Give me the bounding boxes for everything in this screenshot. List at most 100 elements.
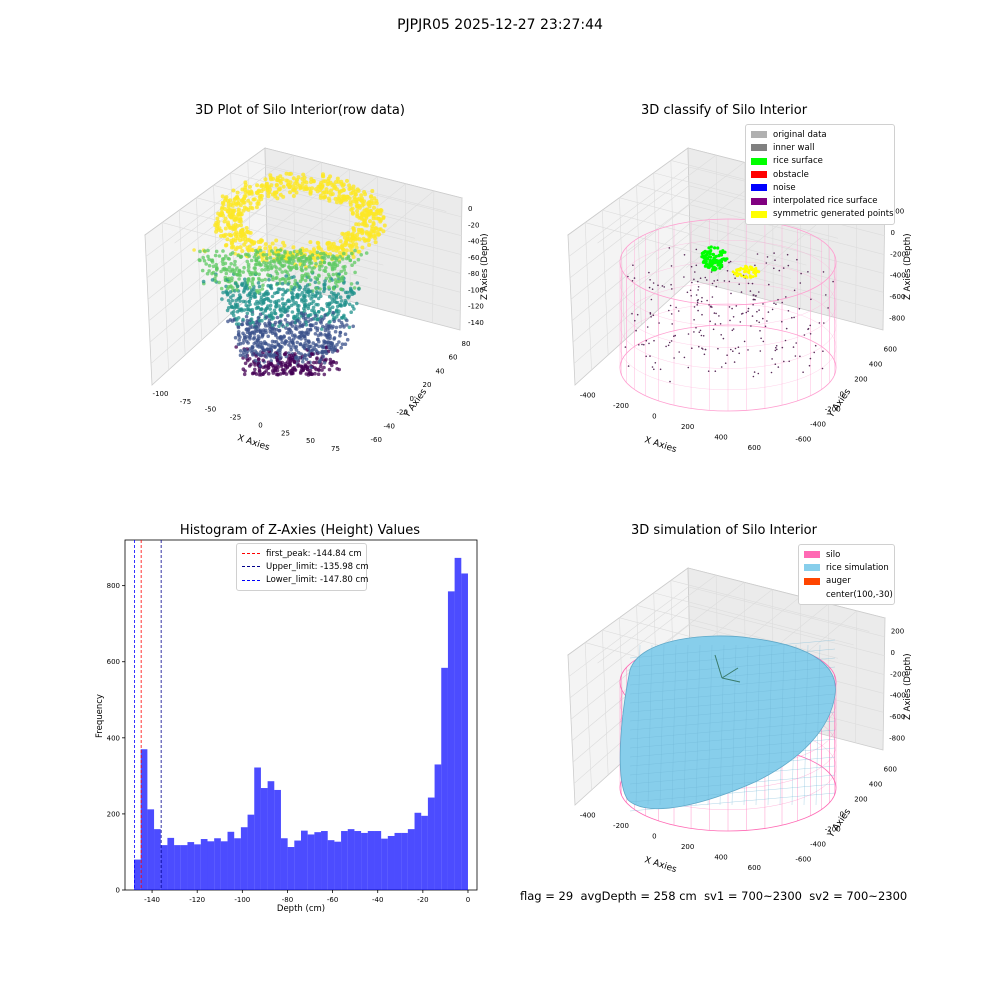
raw-point [278, 350, 282, 355]
classify-interpolated-point [670, 313, 673, 315]
raw-point [330, 192, 335, 196]
raw-point [251, 197, 256, 202]
raw-point [278, 307, 283, 311]
classify-interpolated-point [752, 303, 754, 306]
raw-point [258, 328, 263, 333]
raw-grid-line [267, 260, 461, 312]
raw-point [273, 330, 277, 335]
raw-point [235, 190, 240, 195]
simulation-mesh-line [683, 644, 689, 806]
raw-point [246, 277, 251, 281]
histogram-y-tick-label: 600 [107, 658, 120, 666]
classify-interpolated-point [729, 260, 732, 263]
raw-x-axis-label: X Axies [236, 433, 271, 453]
raw-point [332, 186, 337, 191]
raw-point [308, 249, 312, 254]
classify-rice-surface-point [711, 252, 715, 257]
raw-point [299, 251, 303, 256]
raw-point [229, 295, 233, 299]
raw-point [286, 282, 291, 286]
classify-interpolated-point [781, 346, 784, 349]
classify-interpolated-point [777, 298, 779, 301]
classify-interpolated-point [722, 337, 725, 340]
raw-point [289, 371, 294, 376]
raw-point [308, 256, 313, 260]
histogram-bar [247, 814, 255, 890]
simulation-mesh-line [719, 644, 725, 806]
raw-point [318, 331, 323, 336]
raw-point [243, 194, 248, 198]
flag-value: flag = 29 [520, 889, 574, 903]
raw-point [235, 236, 240, 241]
histogram-bar [314, 832, 322, 890]
simulation-z-tick-label: 0 [891, 649, 895, 657]
histogram-bar [274, 789, 281, 890]
raw-point [323, 325, 328, 330]
classify-interpolated-point [758, 309, 760, 311]
raw-point [341, 257, 345, 261]
raw-z-tick-label: -80 [468, 270, 479, 278]
raw-point [215, 224, 220, 229]
classify-interpolated-point [636, 313, 639, 316]
raw-point [230, 311, 234, 315]
histogram-bar [394, 832, 402, 890]
classify-y-tick-label: 200 [854, 376, 867, 384]
histogram-reference-lines [134, 540, 162, 890]
raw-point [202, 249, 207, 253]
simulation-grid-line [568, 586, 689, 677]
classify-rice-surface-point [710, 264, 714, 268]
classify-interpolated-point [764, 325, 767, 328]
classify-interpolated-point [709, 320, 711, 323]
raw-point [295, 340, 300, 345]
raw-point [254, 328, 258, 333]
raw-point [328, 306, 332, 311]
raw-point [306, 360, 311, 365]
raw-point [242, 333, 247, 338]
classify-interpolated-point [708, 304, 710, 306]
simulation-y-tick-label: -400 [810, 841, 826, 849]
raw-z-tick-label: -20 [468, 221, 479, 229]
classify-interpolated-point [739, 321, 742, 323]
raw-point [310, 186, 315, 191]
classify-interpolated-point [735, 305, 738, 307]
legend-swatch [751, 184, 767, 192]
histogram-bar [307, 834, 315, 890]
raw-point [256, 339, 261, 344]
classify-interpolated-point [751, 315, 754, 317]
classify-interpolated-point [627, 275, 629, 278]
classify-grid-line [569, 185, 690, 279]
classify-interpolated-point [696, 304, 698, 306]
raw-point [234, 230, 239, 235]
classify-interpolated-point [728, 306, 731, 308]
raw-point [275, 177, 280, 182]
raw-point [334, 361, 339, 365]
simulation-auger-line [721, 677, 741, 683]
classify-interpolated-point [793, 316, 795, 319]
classify-interpolated-point [706, 279, 708, 281]
raw-point [239, 308, 244, 313]
classify-rice-surface-point [703, 264, 707, 268]
raw-point [252, 332, 257, 336]
raw-point [296, 307, 300, 311]
legend-swatch [751, 131, 767, 139]
classify-x-axis-label: X Axies [643, 435, 678, 455]
classify-interpolated-point [743, 340, 746, 343]
raw-point [330, 326, 335, 330]
classify-interpolated-point [668, 341, 671, 344]
raw-point [324, 333, 329, 338]
raw-point [223, 243, 228, 248]
classify-symmetric-point [745, 276, 749, 279]
classify-grid-line [689, 204, 885, 255]
classify-interpolated-point [690, 295, 692, 297]
classify-x-tick-label: 0 [652, 412, 656, 420]
histogram-y-axis-label: Frequency [95, 694, 105, 738]
classify-interpolated-point [711, 306, 713, 308]
raw-point [251, 320, 255, 325]
simulation-y-tick-label: 600 [884, 766, 897, 774]
legend-label: auger [826, 576, 851, 587]
raw-point [206, 254, 210, 259]
raw-point [282, 335, 286, 339]
raw-z-tick-label: -140 [468, 319, 484, 327]
classify-interpolated-point [751, 282, 754, 285]
raw-point [253, 292, 257, 296]
